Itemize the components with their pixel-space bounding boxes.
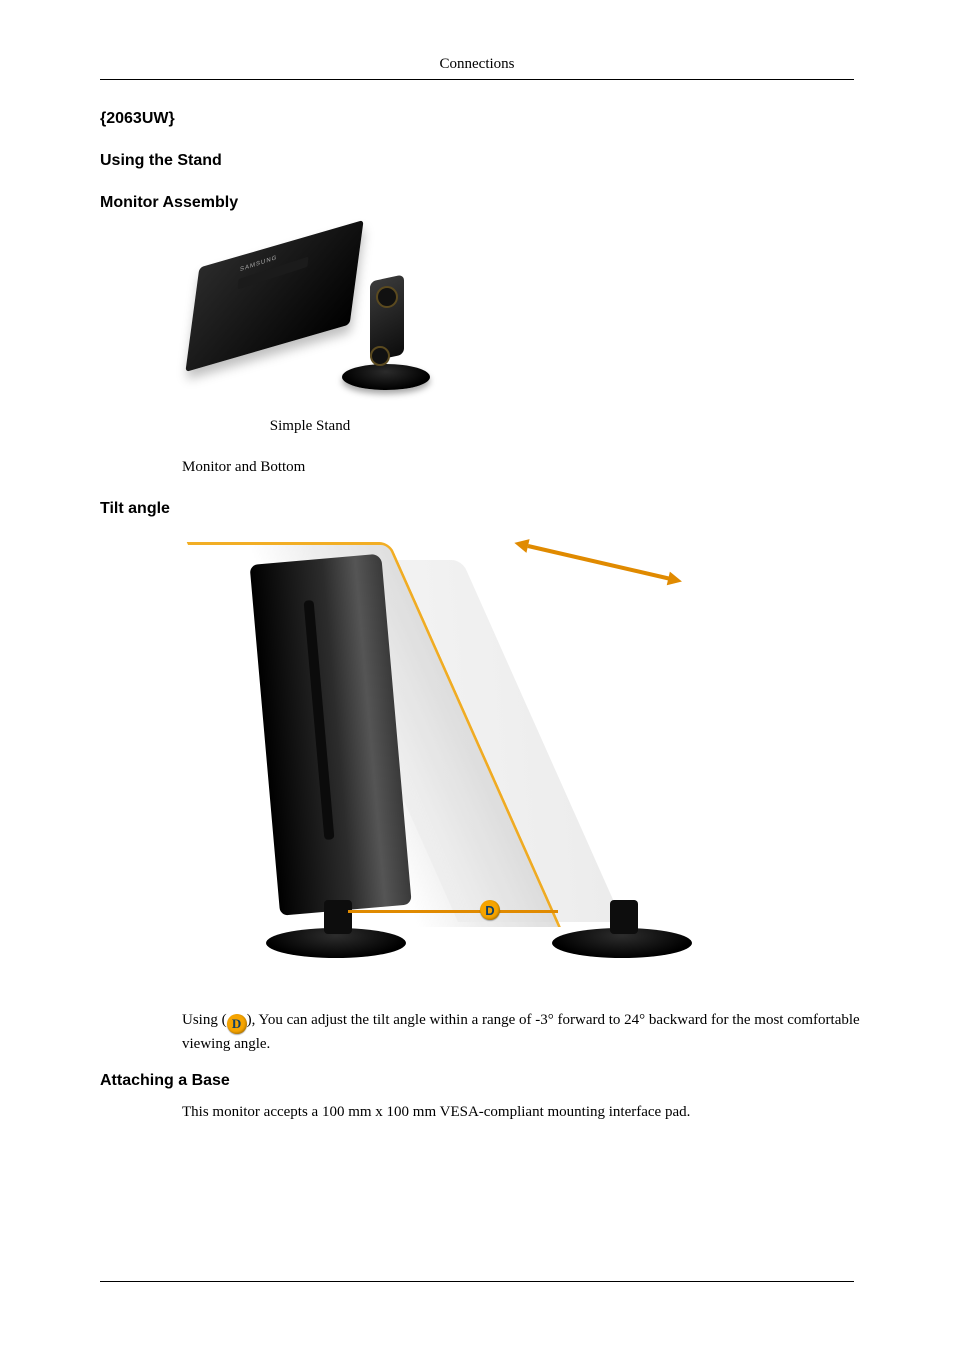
footer-rule — [100, 1281, 854, 1282]
page: Connections {2063UW} Using the Stand Mon… — [0, 0, 954, 1350]
tilt-neck-right — [610, 900, 638, 934]
monitor-back-shape — [185, 220, 363, 372]
page-header-title: Connections — [100, 56, 854, 79]
tilt-neck-left — [324, 900, 352, 934]
tilt-range-arrow — [528, 544, 675, 582]
heading-monitor-assembly: Monitor Assembly — [100, 194, 854, 212]
heading-attaching-base: Attaching a Base — [100, 1072, 854, 1090]
tilt-description-paragraph: Using (D), You can adjust the tilt angle… — [182, 1010, 862, 1054]
tilt-text-suffix: ), You can adjust the tilt angle within … — [182, 1012, 860, 1052]
caption-monitor-bottom: Monitor and Bottom — [182, 459, 854, 476]
d-marker-inline: D — [227, 1014, 247, 1034]
heading-model: {2063UW} — [100, 110, 854, 128]
heading-using-stand: Using the Stand — [100, 152, 854, 170]
arrow-tail-icon — [513, 536, 530, 553]
header-rule — [100, 79, 854, 80]
stand-base-shape — [342, 364, 430, 390]
tilt-text-prefix: Using ( — [182, 1012, 227, 1028]
attaching-base-paragraph: This monitor accepts a 100 mm x 100 mm V… — [182, 1102, 862, 1122]
d-marker-in-figure: D — [480, 900, 500, 920]
stand-hinge-lower — [370, 346, 390, 366]
figure-simple-stand: SAMSUNG — [170, 238, 450, 408]
heading-tilt-angle: Tilt angle — [100, 500, 854, 518]
caption-simple-stand: Simple Stand — [100, 418, 520, 435]
stand-hinge-upper — [376, 286, 398, 308]
arrow-head-icon — [667, 572, 684, 589]
tilt-floor-line — [348, 910, 558, 913]
figure-tilt-angle: D — [222, 530, 732, 970]
